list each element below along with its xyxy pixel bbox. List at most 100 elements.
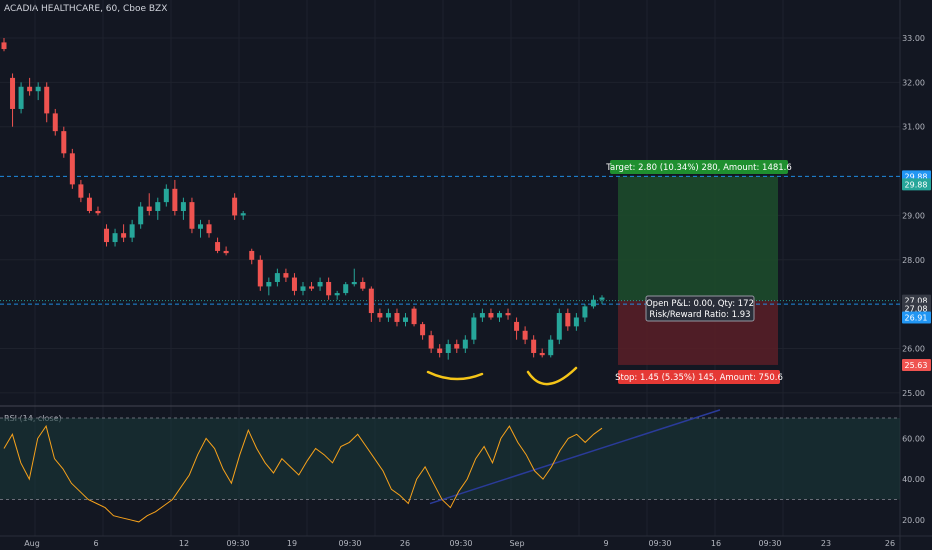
candle-body	[52, 113, 58, 132]
candle-body	[599, 297, 605, 300]
candle-body	[403, 317, 409, 322]
time-tick-label: Aug	[24, 539, 40, 548]
target-zone	[618, 176, 778, 301]
time-tick-label: 26	[885, 539, 895, 548]
time-tick-label: 9	[603, 539, 608, 548]
candle-body	[300, 286, 306, 291]
candle-body	[471, 317, 477, 340]
price-tick-label: 25.00	[902, 389, 925, 398]
candle-body	[394, 313, 400, 322]
stop-label-bg	[618, 370, 780, 384]
candle-body	[411, 308, 417, 325]
candle-body	[377, 313, 383, 318]
bottom-marker-1	[426, 370, 484, 381]
bottom-marker-2	[526, 366, 578, 386]
candle-body	[146, 206, 152, 211]
time-tick-label: Sep	[509, 539, 524, 548]
candle-body	[317, 281, 323, 287]
candle-body	[556, 313, 562, 340]
rsi-band-fill	[0, 418, 900, 500]
rsi-trendline	[429, 409, 721, 505]
time-tick-label: 09:30	[648, 539, 671, 548]
candle-body	[86, 197, 92, 211]
candle-body	[78, 184, 84, 198]
candle-body	[360, 281, 366, 289]
candle-body	[368, 288, 374, 314]
candle-body	[172, 188, 178, 211]
candle-body	[249, 250, 255, 260]
price-tag-label: 27.08	[905, 297, 928, 306]
price-tag-label: 25.63	[905, 361, 928, 370]
candle-body	[462, 339, 468, 349]
candle-body	[138, 206, 144, 225]
candle-body	[283, 273, 289, 278]
rsi-tick-label: 40.00	[902, 475, 925, 484]
time-tick-label: 09:30	[226, 539, 249, 548]
candle-body	[539, 352, 545, 356]
candle-body	[505, 313, 511, 316]
pnl-label: Open P&L: 0.00, Qty: 172	[646, 299, 754, 309]
candle-body	[454, 344, 460, 349]
candle-body	[420, 324, 426, 336]
time-tick-label: 16	[711, 539, 721, 548]
candle-body	[1, 42, 7, 50]
candle-body	[590, 299, 596, 307]
target-label-bg	[610, 160, 788, 174]
time-tick-label: 26	[400, 539, 410, 548]
stop-label: Stop: 1.45 (5.35%) 145, Amount: 750.6	[615, 373, 783, 383]
price-tick-label: 33.00	[902, 34, 925, 43]
candle-body	[61, 131, 67, 154]
price-tag-bg	[902, 311, 931, 324]
candle-body	[95, 211, 101, 214]
candle-body	[573, 317, 579, 327]
price-tag-bg	[902, 358, 931, 371]
time-tick-label: 19	[287, 539, 297, 548]
time-tick-label: 09:30	[449, 539, 472, 548]
risk-reward-label: Risk/Reward Ratio: 1.93	[649, 310, 750, 320]
candle-body	[488, 313, 494, 318]
time-tick-label: 6	[93, 539, 98, 548]
pnl-box-bg	[645, 295, 755, 322]
price-tag-label: 29.88	[905, 172, 928, 181]
candle-body	[163, 188, 169, 203]
price-tag-label: 27.08	[905, 305, 928, 314]
candle-body	[385, 313, 391, 318]
price-tick-label: 29.00	[902, 211, 925, 220]
candle-body	[351, 281, 357, 285]
candle-body	[27, 86, 33, 92]
chart-title: ACADIA HEALTHCARE, 60, Cboe BZX	[4, 4, 168, 14]
candle-body	[232, 197, 238, 216]
candle-body	[343, 284, 349, 294]
candle-body	[104, 228, 110, 243]
candle-body	[44, 86, 50, 114]
time-tick-label: 09:30	[758, 539, 781, 548]
candle-body	[531, 339, 537, 353]
candle-body	[496, 313, 502, 318]
price-tick-label: 26.00	[902, 345, 925, 354]
price-tag-bg	[902, 178, 931, 191]
candle-body	[479, 313, 485, 318]
candle-body	[309, 286, 315, 289]
candle-body	[180, 202, 186, 211]
price-tag-label: 26.91	[905, 313, 928, 322]
candle-body	[291, 277, 297, 291]
candle-body	[582, 306, 588, 318]
rsi-tick-label: 60.00	[902, 434, 925, 443]
candle-body	[112, 233, 118, 243]
candle-body	[10, 77, 16, 109]
candle-body	[334, 293, 340, 296]
time-tick-label: 23	[821, 539, 831, 548]
candle-body	[18, 86, 24, 109]
candle-body	[437, 348, 443, 353]
candle-body	[522, 330, 528, 340]
price-tick-label: 28.00	[902, 256, 925, 265]
candle-body	[215, 242, 221, 251]
candle-body	[428, 335, 434, 349]
candle-body	[155, 202, 161, 211]
candle-body	[35, 86, 41, 92]
price-tick-label: 32.00	[902, 78, 925, 87]
candle-body	[266, 281, 272, 287]
candle-body	[206, 224, 212, 234]
candle-body	[514, 321, 520, 331]
